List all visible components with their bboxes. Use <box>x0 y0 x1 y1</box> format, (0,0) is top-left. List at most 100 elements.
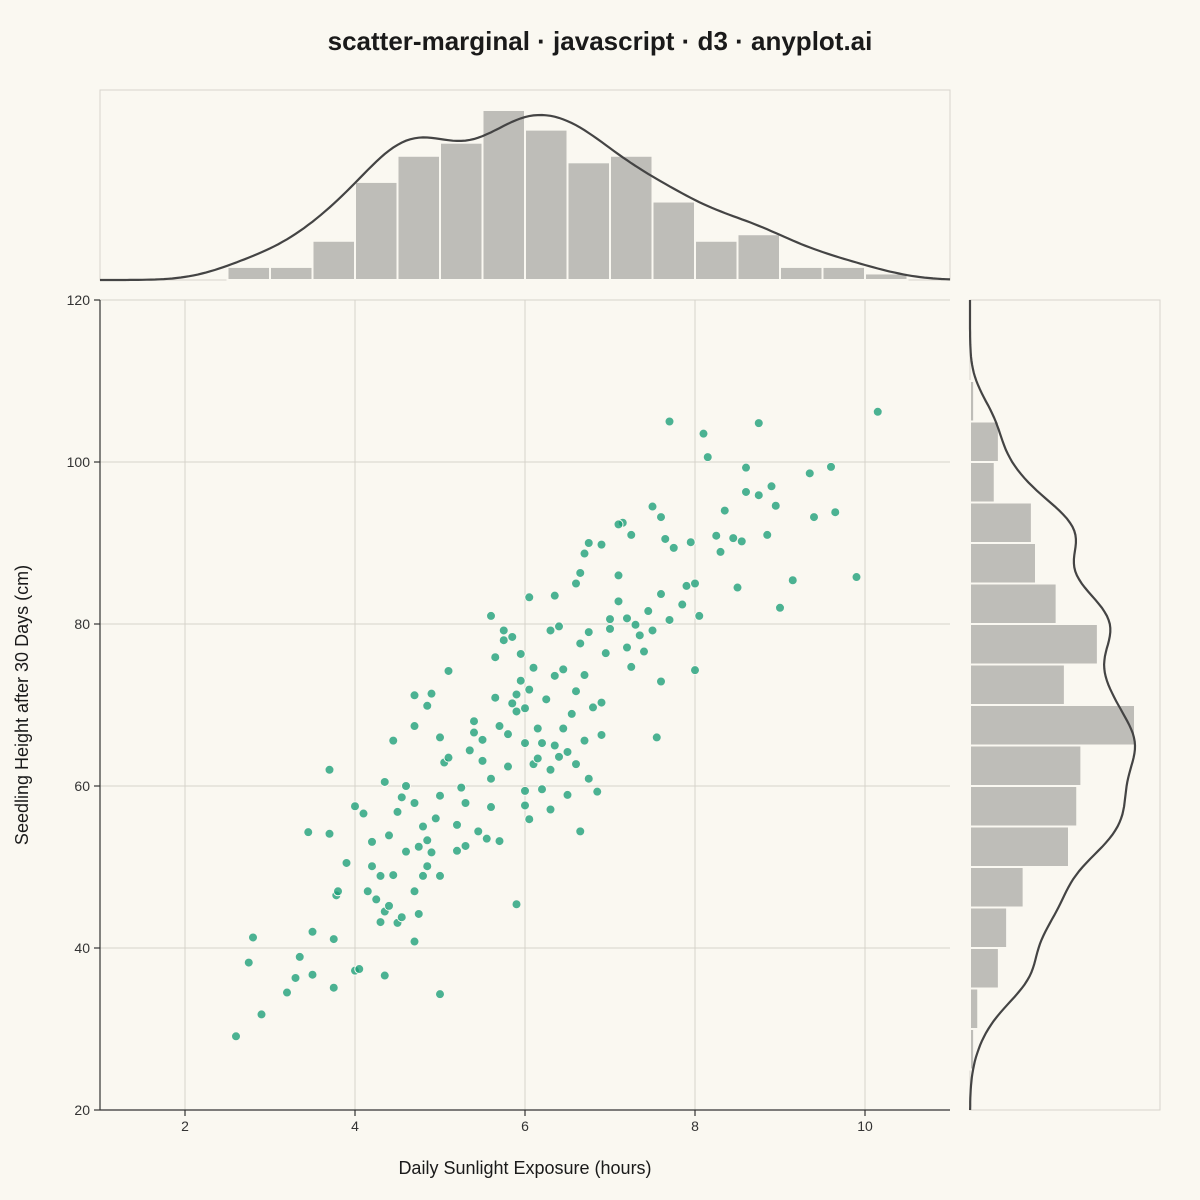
data-point <box>477 755 488 766</box>
data-point <box>741 462 751 473</box>
data-point <box>392 806 403 817</box>
data-point <box>681 580 692 591</box>
data-point <box>575 638 586 649</box>
data-point <box>711 530 722 541</box>
x-tick-label: 2 <box>181 1118 189 1134</box>
data-point <box>647 501 658 512</box>
x-axis-title: Daily Sunlight Exposure (hours) <box>398 1158 651 1178</box>
data-point <box>558 723 569 734</box>
data-point <box>490 652 501 663</box>
right-histogram-bar <box>969 420 1000 463</box>
data-point <box>494 836 505 847</box>
data-point <box>596 697 607 708</box>
data-point <box>613 596 624 607</box>
data-point <box>524 684 535 695</box>
data-point <box>396 912 407 923</box>
top-histogram-bar <box>396 154 441 281</box>
data-point <box>409 936 420 947</box>
data-point <box>324 764 335 775</box>
data-point <box>741 486 751 497</box>
data-point <box>566 708 577 719</box>
data-point <box>583 538 594 548</box>
data-point <box>498 635 509 646</box>
data-point <box>613 519 624 530</box>
data-point <box>460 798 471 809</box>
data-point <box>626 661 637 672</box>
data-point <box>520 703 530 714</box>
data-point <box>545 804 556 815</box>
data-point <box>362 886 373 897</box>
y-tick-label: 100 <box>67 454 91 470</box>
data-point <box>231 1031 241 1042</box>
main-scatter-plot: 2 4 6 8 10 20 40 60 80 100 120 <box>67 292 950 1134</box>
data-point <box>307 926 318 937</box>
data-point <box>583 773 594 784</box>
data-point <box>719 505 730 516</box>
data-point <box>605 614 615 625</box>
right-histogram-bar <box>969 704 1136 747</box>
data-point <box>685 537 696 548</box>
data-point <box>511 689 522 700</box>
y-tick-label: 60 <box>74 778 90 794</box>
data-point <box>388 735 399 746</box>
data-point <box>379 970 390 981</box>
right-histogram-bar <box>969 461 996 504</box>
data-point <box>698 428 709 439</box>
data-point <box>787 575 798 586</box>
data-point <box>460 840 471 851</box>
data-point <box>545 625 556 636</box>
data-point <box>511 899 522 910</box>
data-point <box>647 625 658 636</box>
data-point <box>426 688 437 699</box>
top-histogram-bar <box>481 109 526 281</box>
top-histogram-bar <box>566 161 611 281</box>
data-point <box>294 951 305 962</box>
data-point <box>528 662 539 673</box>
data-point <box>290 972 301 983</box>
data-point <box>664 614 675 625</box>
data-point <box>413 908 424 919</box>
data-point <box>770 500 781 511</box>
right-histogram-bar <box>969 744 1083 787</box>
data-point <box>851 572 862 583</box>
top-histogram-bar <box>311 239 356 281</box>
data-point <box>511 706 522 717</box>
data-point <box>498 625 509 636</box>
data-point <box>656 676 666 687</box>
data-point <box>443 665 454 676</box>
data-point <box>549 590 560 601</box>
data-point <box>596 539 607 550</box>
data-point <box>430 813 441 824</box>
data-point <box>507 631 518 642</box>
data-point <box>809 512 819 523</box>
data-point <box>409 721 420 732</box>
data-point <box>481 833 492 844</box>
top-histogram-bar <box>694 239 739 281</box>
right-histogram-bar <box>969 906 1009 949</box>
top-marginal-histogram <box>99 89 951 282</box>
data-point <box>668 542 679 553</box>
data-point <box>571 578 581 589</box>
data-point <box>328 982 339 993</box>
data-point <box>690 665 700 676</box>
data-point <box>651 732 662 743</box>
data-point <box>418 870 428 881</box>
data-point <box>375 917 386 928</box>
data-point <box>549 670 560 681</box>
data-point <box>639 646 649 657</box>
top-histogram-bar <box>864 272 909 282</box>
top-histogram-bar <box>651 200 696 282</box>
data-point <box>562 789 573 800</box>
data-point <box>303 827 314 838</box>
x-tick-label: 8 <box>691 1118 699 1134</box>
data-point <box>545 764 556 775</box>
right-histogram-bar <box>969 623 1099 666</box>
data-point <box>562 746 573 757</box>
data-point <box>494 721 505 732</box>
data-point <box>350 801 360 812</box>
data-point <box>456 782 467 793</box>
data-point <box>282 987 292 998</box>
data-point <box>452 845 462 856</box>
data-point <box>515 648 526 659</box>
data-point <box>354 964 365 975</box>
